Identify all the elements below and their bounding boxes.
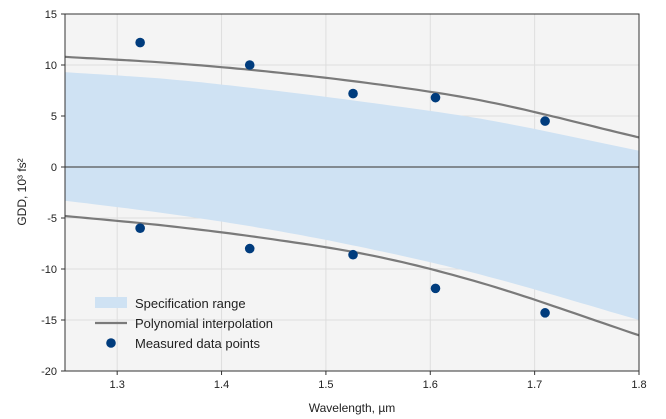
data-point: [430, 283, 441, 294]
y-tick-label: -15: [41, 315, 57, 327]
y-tick-label: 10: [45, 60, 57, 72]
legend-swatch-spec: [95, 297, 127, 308]
ticks: 1.3 1.4 1.5 1.6 1.7 1.8 -20 -15 -10 -5 0 5 10 15: [41, 9, 647, 391]
y-tick-label: 0: [51, 162, 57, 174]
legend: Specification range Polynomial interpolat…: [95, 296, 273, 351]
x-tick-label: 1.6: [423, 379, 438, 391]
data-point: [540, 116, 550, 126]
data-point: [430, 92, 441, 103]
specification-range-band: [65, 72, 639, 320]
series-layer: [64, 37, 640, 337]
data-point: [135, 223, 145, 233]
data-point: [348, 88, 358, 99]
plot-frame: [64, 13, 640, 372]
legend-label: Polynomial interpolation: [135, 316, 273, 331]
legend-label: Specification range: [135, 296, 246, 311]
data-point: [244, 243, 255, 254]
y-axis-label: GDD, 10³ fs²: [15, 158, 29, 225]
x-tick-label: 1.5: [318, 379, 333, 391]
x-tick-label: 1.3: [110, 379, 125, 391]
data-point: [348, 249, 358, 260]
legend-label: Measured data points: [135, 336, 261, 351]
x-tick-label: 1.8: [631, 379, 646, 391]
x-axis-label: Wavelength, µm: [309, 401, 396, 415]
interpolation-curve: [64, 55, 640, 139]
data-point: [540, 308, 550, 318]
x-tick-label: 1.7: [527, 379, 542, 391]
legend-swatch-points: [106, 338, 116, 348]
y-tick-label: -10: [41, 264, 57, 276]
data-point: [135, 37, 145, 48]
y-tick-label: 15: [45, 9, 57, 21]
y-tick-label: 5: [51, 111, 57, 123]
x-tick-label: 1.4: [214, 379, 229, 391]
data-point: [244, 60, 255, 70]
y-tick-label: -20: [41, 366, 57, 378]
y-tick-label: -5: [47, 213, 57, 225]
